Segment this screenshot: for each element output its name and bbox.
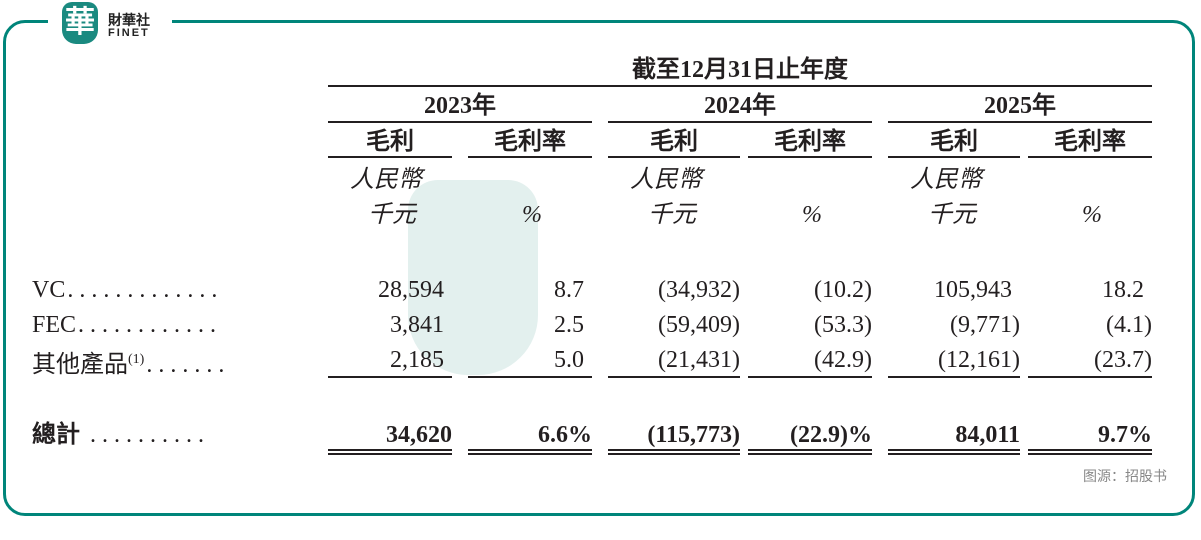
period-header: 截至12月31日止年度: [632, 57, 848, 83]
gross-profit-header: 毛利: [650, 129, 698, 155]
rule: [1028, 156, 1152, 158]
table-cell: (23.7): [1094, 347, 1152, 373]
rule: [608, 121, 872, 123]
double-rule: [748, 449, 872, 455]
gross-margin-header: 毛利率: [1054, 129, 1126, 155]
leader-dots: . . . . . . .: [146, 352, 225, 378]
finet-logo: 華: [62, 2, 98, 44]
table-cell: 5.0: [554, 347, 584, 373]
rule: [608, 156, 740, 158]
row-label: VC. . . . . . . . . . . . .: [32, 276, 217, 304]
table-cell: 105,943: [934, 277, 1012, 303]
year-header: 2023年: [424, 93, 496, 119]
footnote-ref: (1): [128, 352, 145, 367]
total-cell: (22.9)%: [790, 422, 872, 448]
logo-seal: 華: [65, 6, 95, 39]
rule: [888, 156, 1020, 158]
rule: [608, 376, 740, 378]
double-rule: [1028, 449, 1152, 455]
rule: [328, 376, 452, 378]
leader-dots: . . . . . . . . . . . .: [78, 312, 217, 338]
total-cell: 34,620: [386, 422, 452, 448]
row-label-text: 其他產品: [32, 352, 128, 378]
unit-currency: 人民幣: [350, 167, 422, 193]
leader-dots: . . . . . . . . . .: [90, 422, 204, 448]
table-cell: (21,431): [658, 347, 740, 373]
gross-profit-header: 毛利: [930, 129, 978, 155]
table-cell: (59,409): [658, 312, 740, 338]
table-cell: 2.5: [554, 312, 584, 338]
total-cell: 9.7%: [1098, 422, 1152, 448]
total-cell: 84,011: [955, 422, 1020, 448]
row-label: 其他產品(1). . . . . . .: [32, 346, 224, 379]
rule: [748, 376, 872, 378]
unit-percent: %: [1082, 202, 1102, 228]
table-cell: (4.1): [1106, 312, 1152, 338]
leader-dots: . . . . . . . . . . . . .: [67, 277, 218, 303]
rule: [1028, 376, 1152, 378]
logo-text-en: FINET: [108, 27, 150, 39]
table-cell: (34,932): [658, 277, 740, 303]
double-rule: [328, 449, 452, 455]
table-cell: (12,161): [938, 347, 1020, 373]
year-header: 2025年: [984, 93, 1056, 119]
rule: [468, 376, 592, 378]
total-label: 總計 . . . . . . . . . .: [32, 421, 204, 449]
year-header: 2024年: [704, 93, 776, 119]
rule: [888, 121, 1152, 123]
double-rule: [888, 449, 1020, 455]
table-cell: 2,185: [390, 347, 444, 373]
gross-margin-header: 毛利率: [774, 129, 846, 155]
unit-currency: 人民幣: [910, 167, 982, 193]
logo-text-cn: 財華社: [108, 13, 150, 29]
rule: [748, 156, 872, 158]
row-label: FEC. . . . . . . . . . . .: [32, 311, 216, 339]
total-cell: (115,773): [647, 422, 740, 448]
unit-thousand: 千元: [368, 202, 416, 228]
table-cell: 8.7: [554, 277, 584, 303]
unit-percent: %: [802, 202, 822, 228]
gross-margin-header: 毛利率: [494, 129, 566, 155]
content-frame: [3, 20, 1195, 516]
row-label-text: VC: [32, 277, 66, 303]
table-cell: 28,594: [378, 277, 444, 303]
gross-profit-header: 毛利: [366, 129, 414, 155]
table-cell: (42.9): [814, 347, 872, 373]
table-cell: (9,771): [950, 312, 1020, 338]
total-cell: 6.6%: [538, 422, 592, 448]
table-cell: 3,841: [390, 312, 444, 338]
table-cell: (53.3): [814, 312, 872, 338]
total-label-text: 總計: [32, 422, 80, 448]
unit-thousand: 千元: [928, 202, 976, 228]
unit-thousand: 千元: [648, 202, 696, 228]
rule: [888, 376, 1020, 378]
rule: [328, 156, 452, 158]
unit-currency: 人民幣: [630, 167, 702, 193]
source-note: 图源：招股书: [1083, 469, 1167, 485]
double-rule: [468, 449, 592, 455]
rule: [328, 85, 1152, 87]
table-cell: 18.2: [1102, 277, 1144, 303]
row-label-text: FEC: [32, 312, 77, 338]
rule: [468, 156, 592, 158]
double-rule: [608, 449, 740, 455]
rule: [328, 121, 592, 123]
unit-percent: %: [522, 202, 542, 228]
table-cell: (10.2): [814, 277, 872, 303]
